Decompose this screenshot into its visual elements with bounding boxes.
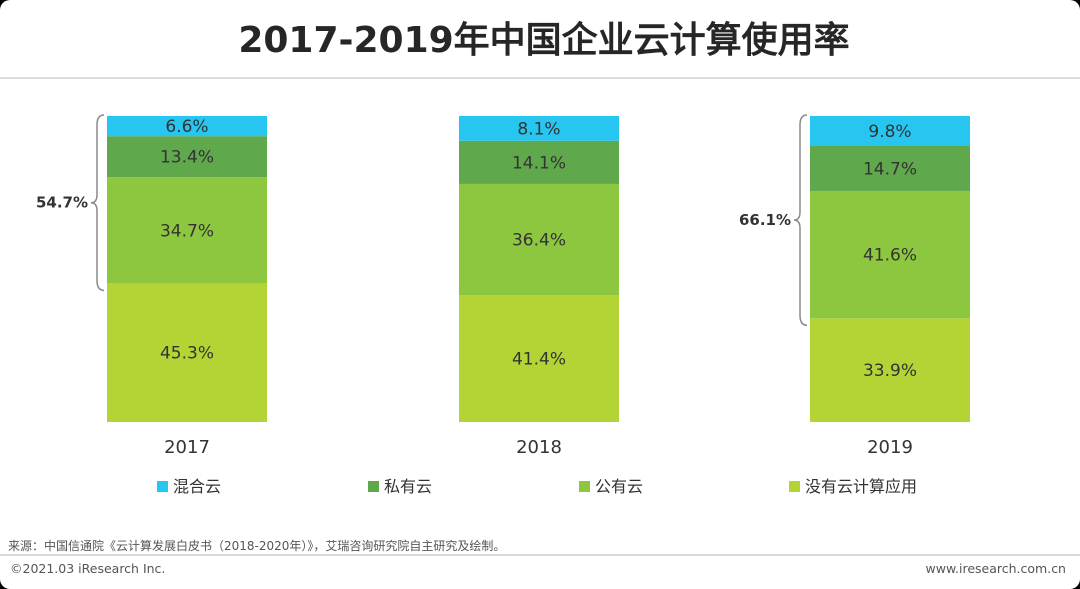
legend-swatch bbox=[579, 481, 590, 492]
bar-segment bbox=[459, 140, 619, 184]
x-tick-label: 2019 bbox=[867, 437, 913, 458]
data-label: 9.8% bbox=[868, 122, 911, 142]
bar-segment bbox=[810, 318, 970, 422]
brace-bracket bbox=[90, 114, 105, 292]
bar-segment bbox=[107, 283, 267, 422]
footer-copyright: ©2021.03 iResearch Inc. bbox=[10, 561, 165, 576]
legend-swatch bbox=[157, 481, 168, 492]
data-label: 8.1% bbox=[517, 119, 560, 139]
legend-label: 公有云 bbox=[595, 477, 643, 496]
legend-item: 混合云 bbox=[157, 477, 221, 496]
bar-2019: 33.9% 41.6% 14.7% 9.8% bbox=[810, 116, 970, 422]
data-label: 34.7% bbox=[160, 221, 214, 241]
data-label: 14.7% bbox=[863, 159, 917, 179]
bar-segment bbox=[107, 177, 267, 284]
data-label: 36.4% bbox=[512, 231, 566, 251]
legend-label: 私有云 bbox=[384, 477, 432, 496]
x-tick-label: 2018 bbox=[516, 437, 562, 458]
bar-segment bbox=[810, 145, 970, 191]
data-label: 33.9% bbox=[863, 361, 917, 381]
x-tick-label: 2017 bbox=[164, 437, 210, 458]
source-note: 来源：中国信通院《云计算发展白皮书（2018-2020年）》，艾瑞咨询研究院自主… bbox=[8, 538, 505, 553]
legend-item: 私有云 bbox=[368, 477, 432, 496]
legend: 混合云 私有云 公有云 没有云计算应用 bbox=[157, 477, 917, 496]
data-label: 45.3% bbox=[160, 344, 214, 364]
legend-item: 没有云计算应用 bbox=[789, 477, 917, 496]
data-label: 41.6% bbox=[863, 246, 917, 266]
brace-label: 54.7% bbox=[36, 194, 88, 212]
bars-layer: 45.3% 34.7% 13.4% 6.6% 41.4% 36.4% 14.1% 8.1% 33… bbox=[107, 116, 970, 422]
bar-2018: 41.4% 36.4% 14.1% 8.1% bbox=[459, 116, 619, 422]
data-label: 41.4% bbox=[512, 350, 566, 370]
bar-segment bbox=[810, 116, 970, 146]
legend-item: 公有云 bbox=[579, 477, 643, 496]
legend-label: 混合云 bbox=[173, 477, 221, 496]
data-label: 13.4% bbox=[160, 148, 214, 168]
bar-segment bbox=[810, 190, 970, 319]
bar-2017: 45.3% 34.7% 13.4% 6.6% bbox=[107, 116, 267, 422]
bar-segment bbox=[459, 116, 619, 141]
bar-segment bbox=[107, 136, 267, 178]
bar-segment bbox=[459, 183, 619, 296]
bar-segment bbox=[107, 116, 267, 137]
brace-2017: 54.7% bbox=[36, 114, 105, 292]
legend-swatch bbox=[368, 481, 379, 492]
data-label: 6.6% bbox=[165, 117, 208, 137]
bar-segment bbox=[459, 295, 619, 422]
chart-title: 2017-2019年中国企业云计算使用率 bbox=[238, 19, 849, 61]
legend-label: 没有云计算应用 bbox=[805, 477, 917, 496]
brace-label: 66.1% bbox=[739, 211, 791, 229]
brace-2019: 66.1% bbox=[739, 114, 808, 327]
category-labels: 2017 2018 2019 bbox=[164, 437, 913, 458]
data-label: 14.1% bbox=[512, 153, 566, 173]
footer-website: www.iresearch.com.cn bbox=[926, 561, 1067, 576]
braces-layer: 54.7% 66.1% bbox=[36, 114, 808, 327]
legend-swatch bbox=[789, 481, 800, 492]
brace-bracket bbox=[793, 114, 808, 327]
